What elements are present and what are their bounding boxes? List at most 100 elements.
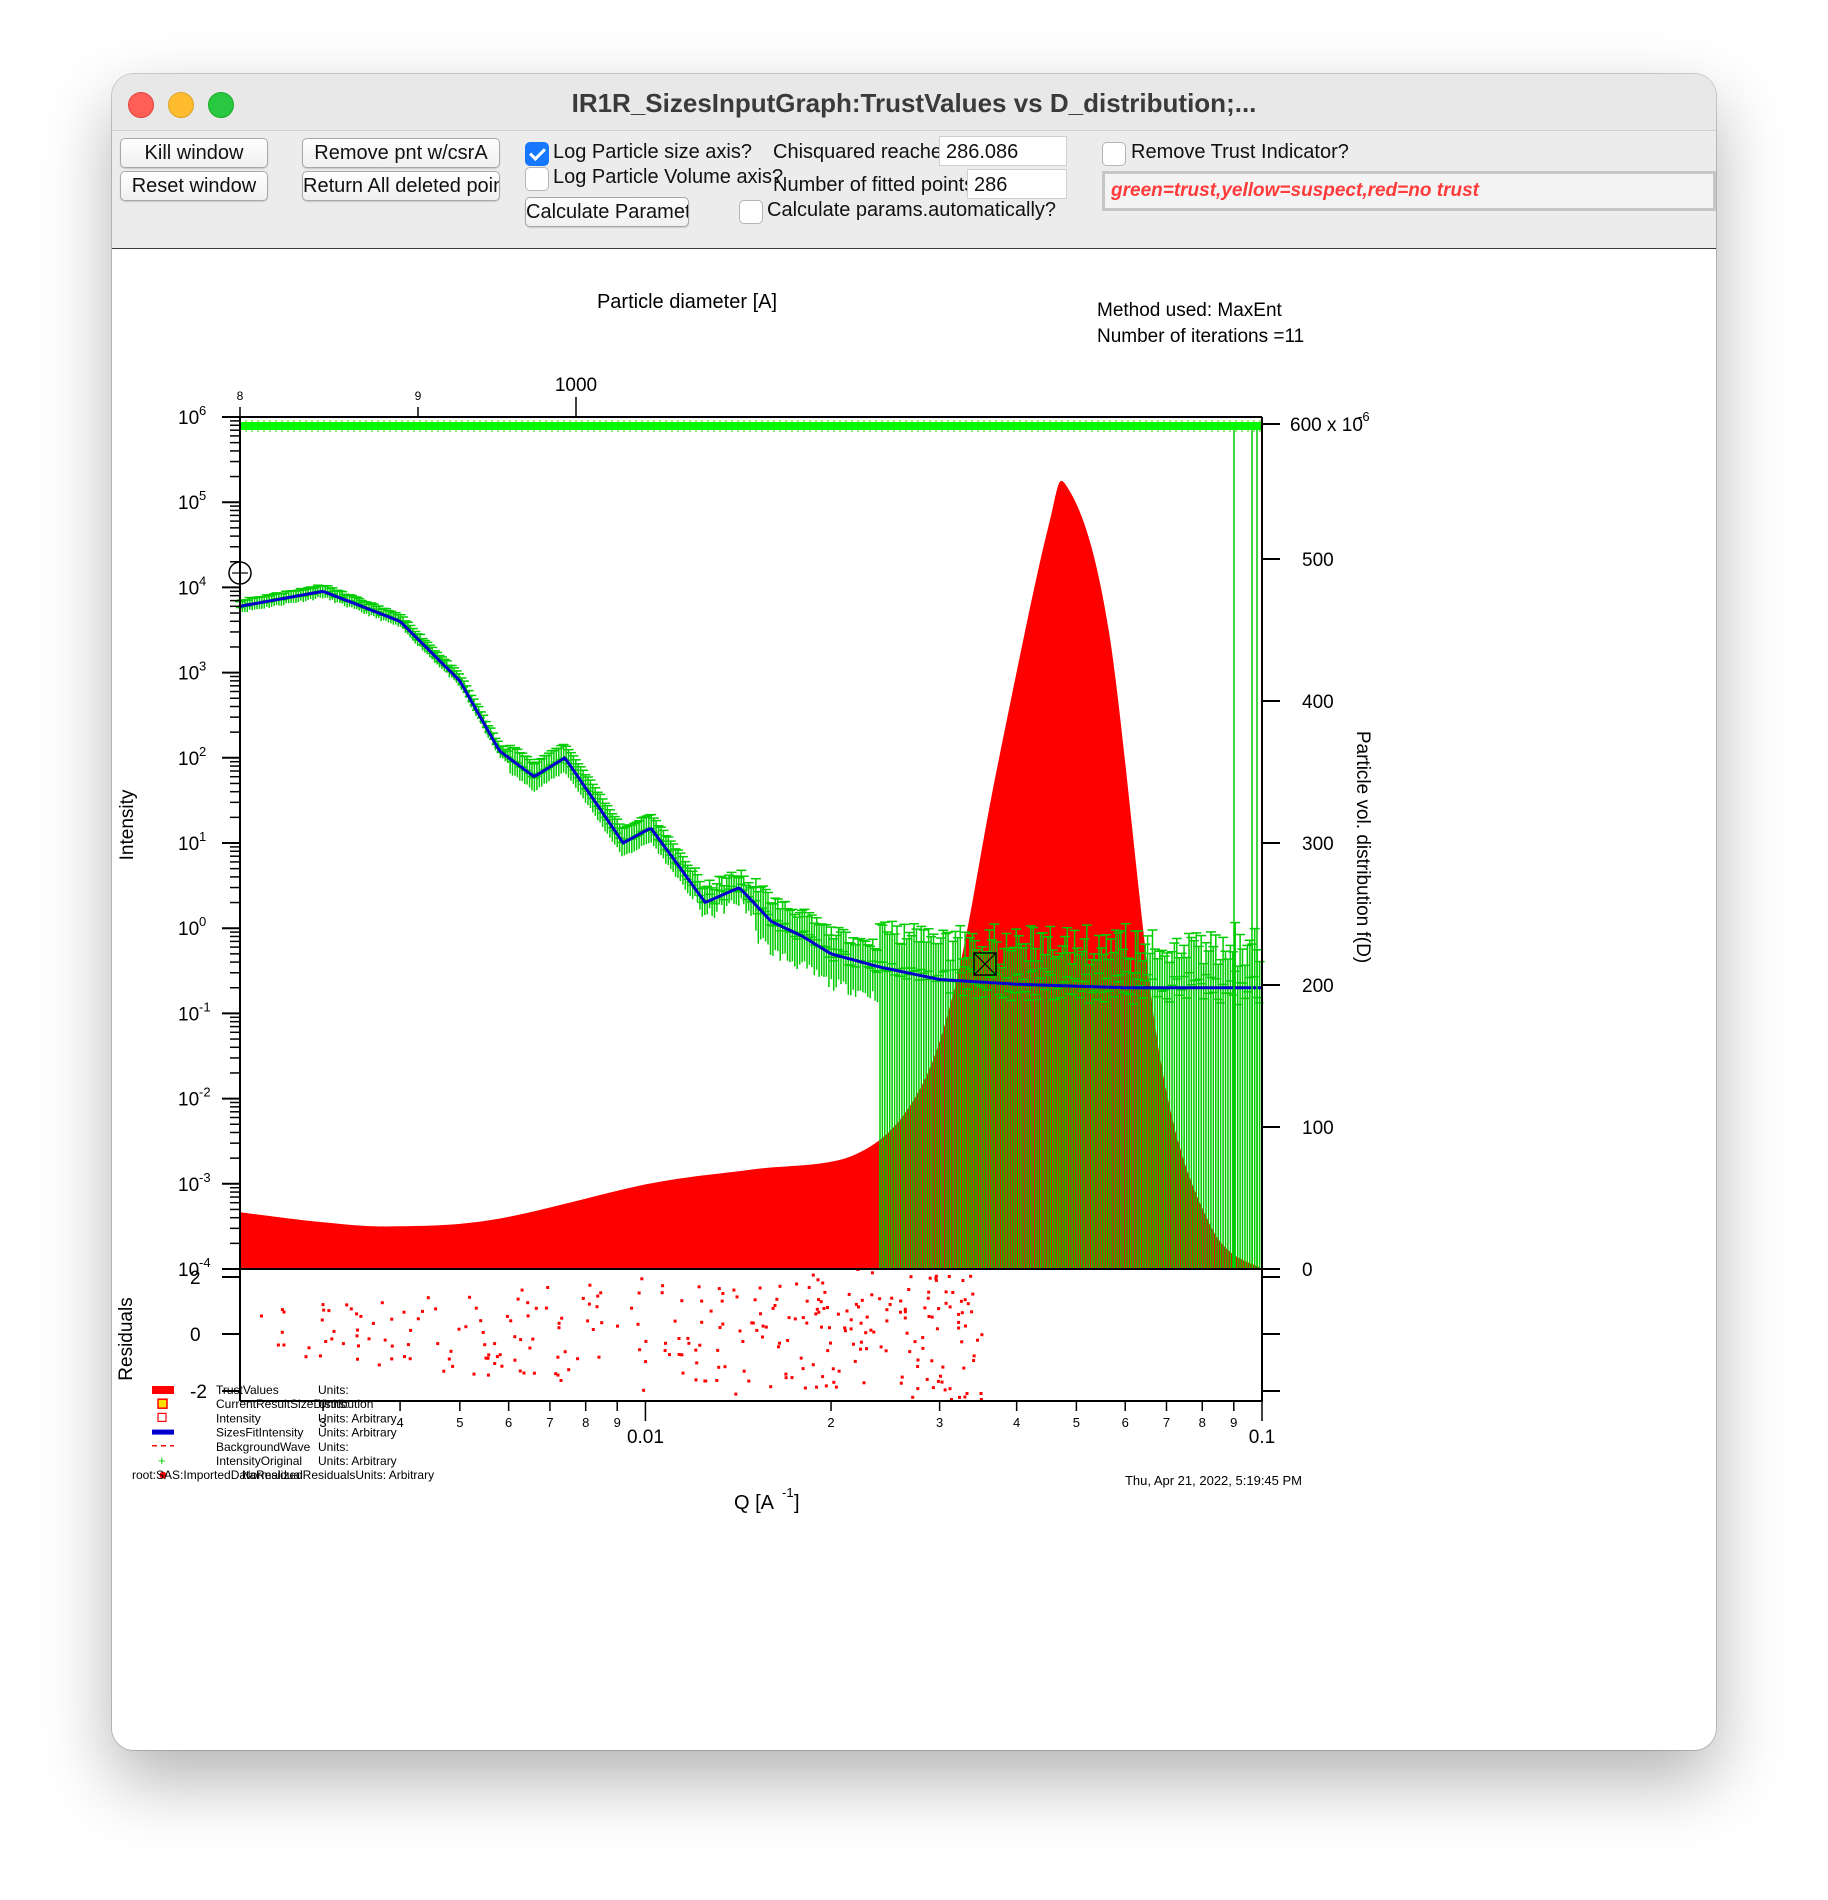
cursor-b-cross — [973, 952, 997, 976]
log-volume-axis-checkbox[interactable] — [525, 167, 549, 191]
residual-point — [944, 1290, 948, 1294]
residual-point — [931, 1386, 935, 1390]
residual-point — [849, 1327, 853, 1331]
right-tick-label: 0 — [1302, 1260, 1313, 1281]
residual-point — [324, 1340, 328, 1343]
bottom-axis-exp: -1 — [782, 1485, 794, 1500]
residual-point — [927, 1290, 931, 1294]
residual-point — [753, 1298, 757, 1302]
residual-point — [963, 1298, 967, 1302]
residual-point — [957, 1326, 961, 1330]
residual-point — [832, 1380, 836, 1384]
residual-point — [660, 1291, 664, 1295]
return-deleted-points-button[interactable]: Return All deleted point — [302, 171, 500, 201]
remove-trust-checkbox[interactable] — [1102, 142, 1126, 166]
residual-point — [965, 1392, 969, 1395]
residual-tick-label: 0 — [190, 1325, 201, 1346]
residual-point — [878, 1297, 882, 1301]
residual-point — [735, 1295, 739, 1299]
close-window-button[interactable] — [128, 92, 154, 118]
residual-point — [930, 1315, 934, 1319]
residual-point — [872, 1330, 876, 1334]
residual-point — [934, 1278, 938, 1282]
residual-point — [899, 1310, 902, 1314]
residual-point — [814, 1312, 818, 1316]
residual-point — [327, 1309, 331, 1313]
cursor-b[interactable] — [973, 952, 997, 976]
residual-point — [909, 1275, 913, 1279]
kill-window-button[interactable]: Kill window — [120, 138, 268, 168]
left-tick-label: 10 — [178, 493, 199, 514]
chisq-field[interactable]: 286.086 — [939, 136, 1067, 166]
residual-point — [961, 1279, 965, 1282]
residual-point — [890, 1296, 894, 1300]
residual-point — [778, 1284, 782, 1288]
fitted-points-field[interactable]: 286 — [967, 169, 1067, 199]
residual-point — [819, 1300, 823, 1304]
residual-point — [742, 1369, 746, 1373]
chisq-label: Chisquared reached — [773, 141, 954, 163]
residual-point — [784, 1372, 788, 1376]
residual-point — [885, 1308, 889, 1312]
residual-point — [723, 1365, 727, 1369]
residual-point — [916, 1365, 920, 1368]
left-tick-label: 10 — [178, 919, 199, 940]
title-bar[interactable]: IR1R_SizesInputGraph:TrustValues vs D_di… — [112, 74, 1716, 131]
residual-point — [640, 1277, 644, 1281]
residual-point — [921, 1336, 925, 1340]
residual-point — [442, 1369, 446, 1373]
residual-point — [717, 1365, 721, 1369]
reset-window-button[interactable]: Reset window — [120, 171, 268, 201]
calc-auto-checkbox[interactable] — [739, 200, 763, 224]
residual-point — [586, 1319, 590, 1323]
residual-point — [638, 1348, 642, 1352]
timestamp: Thu, Apr 21, 2022, 5:19:45 PM — [1125, 1473, 1302, 1488]
calculate-parameters-button[interactable]: Calculate Parameters — [525, 197, 689, 227]
residual-point — [899, 1381, 903, 1385]
residual-point — [556, 1355, 560, 1359]
residual-point — [495, 1355, 499, 1359]
legend-name: BackgroundWave — [216, 1440, 311, 1454]
residual-point — [661, 1284, 665, 1288]
residual-point — [595, 1305, 599, 1309]
right-tick-label: 100 — [1302, 1118, 1334, 1139]
residual-point — [869, 1328, 873, 1332]
bottom-tick-label: 7 — [546, 1415, 553, 1430]
residual-point — [416, 1317, 420, 1321]
residual-point — [913, 1340, 917, 1344]
residual-point — [355, 1312, 359, 1316]
residual-point — [777, 1345, 780, 1349]
bottom-tick-label: 8 — [1199, 1415, 1206, 1430]
graph-area[interactable]: 10 6 10 5 10 4 10 3 10 2 10 1 10 0 10 -1 10 -2 10 -3 10 -4 600… — [112, 249, 1716, 1750]
residual-point — [807, 1286, 811, 1289]
residual-point — [280, 1308, 284, 1312]
residual-point — [959, 1299, 963, 1303]
cursors[interactable] — [228, 561, 997, 976]
residual-point — [673, 1319, 677, 1323]
control-panel: Kill window Reset window Remove pnt w/cs… — [112, 131, 1716, 250]
residual-point — [817, 1298, 820, 1302]
cursor-a[interactable] — [228, 561, 252, 585]
residual-point — [513, 1358, 517, 1362]
residual-point — [474, 1306, 478, 1310]
bottom-tick-label: 9 — [614, 1415, 621, 1430]
residual-point — [865, 1315, 869, 1319]
residual-point — [695, 1361, 699, 1365]
minimize-window-button[interactable] — [168, 92, 194, 118]
residual-point — [939, 1374, 942, 1378]
bottom-tick-label: 7 — [1163, 1415, 1170, 1430]
remove-point-button[interactable]: Remove pnt w/csrA — [302, 138, 500, 168]
left-tick-label: 10 — [178, 1260, 199, 1281]
residual-point — [908, 1350, 912, 1354]
legend-units: Units: Arbitrary — [318, 1411, 397, 1425]
residual-point — [349, 1307, 353, 1311]
residual-point — [694, 1348, 698, 1352]
zoom-window-button[interactable] — [208, 92, 234, 118]
log-size-axis-checkbox[interactable] — [525, 142, 549, 166]
residual-point — [828, 1326, 831, 1330]
right-tick-label: 200 — [1302, 976, 1334, 997]
residual-point — [409, 1328, 413, 1332]
residual-point — [761, 1335, 764, 1339]
residual-point — [630, 1306, 634, 1310]
